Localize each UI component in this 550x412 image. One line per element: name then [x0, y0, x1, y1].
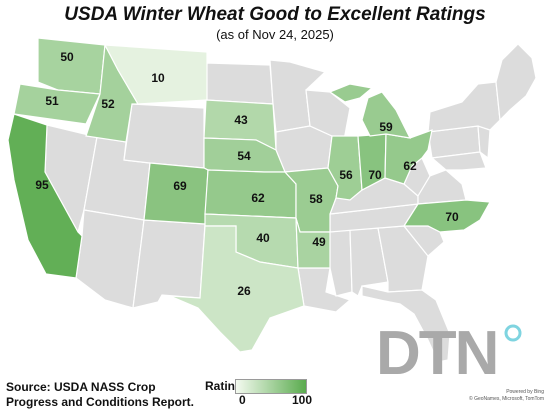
- state-montana: [103, 44, 208, 105]
- state-michigan-lower: [361, 91, 412, 139]
- source-line-2: Progress and Conditions Report.: [6, 395, 195, 409]
- rating-label-washington: 50: [60, 50, 74, 64]
- state-maryland: [430, 151, 487, 171]
- rating-label-colorado: 69: [173, 179, 187, 193]
- map-credit-bing: Powered by Bing: [506, 389, 544, 395]
- state-texas: [169, 225, 305, 353]
- map-title: USDA Winter Wheat Good to Excellent Rati…: [64, 4, 486, 25]
- dtn-logo: DTN: [376, 322, 522, 380]
- rating-label-michigan: 59: [379, 120, 393, 134]
- rating-labels: 50 51 95 52 10 43 54 69 62 40 26 58 49 56 70 62 59 70: [35, 50, 459, 298]
- state-wyoming: [123, 103, 205, 169]
- rating-label-south-dakota: 43: [234, 113, 248, 127]
- state-florida: [361, 285, 451, 363]
- rating-label-indiana: 70: [368, 168, 382, 182]
- state-arkansas: [295, 217, 331, 269]
- rating-label-kansas: 62: [251, 191, 265, 205]
- rating-label-ohio: 62: [403, 159, 417, 173]
- state-oregon: [13, 83, 101, 125]
- state-new-mexico: [132, 219, 206, 309]
- rating-label-missouri: 58: [309, 192, 323, 206]
- state-north-dakota: [205, 62, 274, 105]
- rating-label-nebraska: 54: [237, 149, 251, 163]
- legend-color-scale: [235, 379, 307, 394]
- rating-label-texas: 26: [237, 284, 251, 298]
- source-line-1: Source: USDA NASS Crop: [6, 380, 156, 394]
- rating-label-oklahoma: 40: [256, 231, 270, 245]
- state-iowa: [275, 125, 333, 173]
- map-subtitle: (as of Nov 24, 2025): [216, 27, 334, 42]
- state-new-york: [427, 81, 501, 133]
- dtn-logo-dot: [504, 324, 522, 342]
- states-rated: [7, 37, 491, 353]
- rating-label-idaho: 52: [101, 97, 115, 111]
- state-north-carolina: [402, 199, 491, 233]
- dtn-logo-text: DTN: [376, 322, 497, 380]
- state-arizona: [75, 209, 145, 309]
- rating-label-oregon: 51: [45, 94, 59, 108]
- rating-label-illinois: 56: [339, 168, 353, 182]
- rating-label-montana: 10: [151, 71, 165, 85]
- legend-max-label: 100: [292, 393, 313, 407]
- state-ohio: [384, 129, 433, 185]
- map-credit-attribution: © GeoNames, Microsoft, TomTom: [469, 396, 544, 402]
- rating-label-california: 95: [35, 178, 49, 192]
- state-california: [7, 113, 83, 279]
- state-colorado: [143, 162, 209, 225]
- legend-min-label: 0: [239, 393, 246, 407]
- rating-label-north-carolina: 70: [445, 210, 459, 224]
- state-washington: [37, 37, 106, 95]
- rating-label-arkansas: 49: [312, 235, 326, 249]
- state-michigan-upper: [328, 83, 374, 103]
- state-new-england: [495, 43, 537, 122]
- state-mississippi: [327, 229, 353, 297]
- source-note: Source: USDA NASS Crop Progress and Cond…: [6, 380, 194, 410]
